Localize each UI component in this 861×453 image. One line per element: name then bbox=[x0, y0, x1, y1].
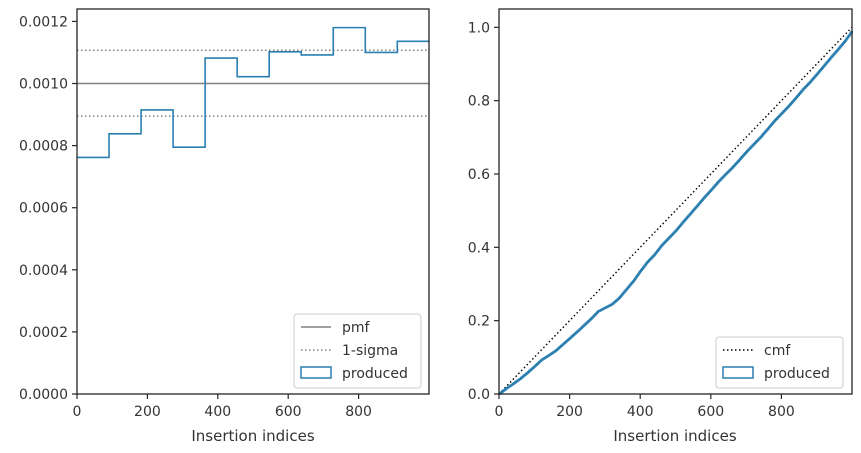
left-x-axis-label: Insertion indices bbox=[191, 427, 314, 445]
y-tick-label: 0.0 bbox=[468, 387, 490, 403]
legend-produced-label-right: produced bbox=[764, 366, 830, 382]
x-tick-label: 0 bbox=[495, 404, 504, 420]
right-plot-frame bbox=[498, 8, 853, 395]
x-tick-label: 800 bbox=[345, 404, 372, 420]
y-tick-label: 1.0 bbox=[468, 20, 490, 36]
y-tick-label: 0.2 bbox=[468, 314, 490, 330]
right-x-axis-label: Insertion indices bbox=[613, 427, 736, 445]
legend-produced-swatch bbox=[300, 366, 332, 379]
legend-cmf-label: cmf bbox=[764, 343, 791, 359]
legend-produced-swatch-right bbox=[722, 366, 754, 379]
produced-step-line bbox=[77, 26, 429, 159]
y-tick-label: 0.0002 bbox=[19, 325, 68, 341]
legend-produced-label: produced bbox=[342, 366, 408, 382]
right-axis-ticks: 0 200 400 600 800 0.0 0.2 0.4 0.6 0.8 1.0 bbox=[468, 20, 795, 420]
legend-sigma-label: 1-sigma bbox=[342, 343, 398, 359]
x-tick-label: 800 bbox=[768, 404, 795, 420]
y-tick-label: 0.0004 bbox=[19, 263, 68, 279]
right-data-layer bbox=[498, 26, 853, 395]
y-tick-label: 0.8 bbox=[468, 94, 490, 110]
y-tick-label: 0.0012 bbox=[19, 14, 68, 30]
right-legend: cmf produced bbox=[715, 336, 844, 389]
x-tick-label: 400 bbox=[627, 404, 654, 420]
y-tick-label: 0.0008 bbox=[19, 139, 68, 155]
y-tick-label: 0.0000 bbox=[19, 387, 68, 403]
produced-cdf-line bbox=[498, 31, 853, 395]
x-tick-label: 600 bbox=[275, 404, 302, 420]
legend-pmf-label: pmf bbox=[342, 320, 371, 336]
left-plot-frame bbox=[76, 8, 430, 395]
x-tick-label: 200 bbox=[556, 404, 583, 420]
x-tick-label: 200 bbox=[134, 404, 161, 420]
left-data-layer bbox=[77, 26, 429, 159]
right-chart: 0 200 400 600 800 0.0 0.2 0.4 0.6 0.8 1.0 Insertio… bbox=[468, 8, 853, 445]
y-tick-label: 0.4 bbox=[468, 240, 490, 256]
x-tick-label: 600 bbox=[697, 404, 724, 420]
x-tick-label: 0 bbox=[73, 404, 82, 420]
left-chart: 0 200 400 600 800 0.0000 0.0002 0.0004 0.0006 0.0… bbox=[19, 8, 430, 445]
left-axis-ticks: 0 200 400 600 800 0.0000 0.0002 0.0004 0.0006 0.0… bbox=[19, 14, 372, 420]
cmf-line bbox=[498, 26, 853, 395]
x-tick-label: 400 bbox=[204, 404, 231, 420]
y-tick-label: 0.6 bbox=[468, 167, 490, 183]
y-tick-label: 0.0006 bbox=[19, 201, 68, 217]
left-legend: pmf 1-sigma produced bbox=[293, 313, 422, 389]
right-plot-background bbox=[499, 9, 852, 394]
y-tick-label: 0.0010 bbox=[19, 77, 68, 93]
left-legend-box bbox=[293, 313, 422, 389]
